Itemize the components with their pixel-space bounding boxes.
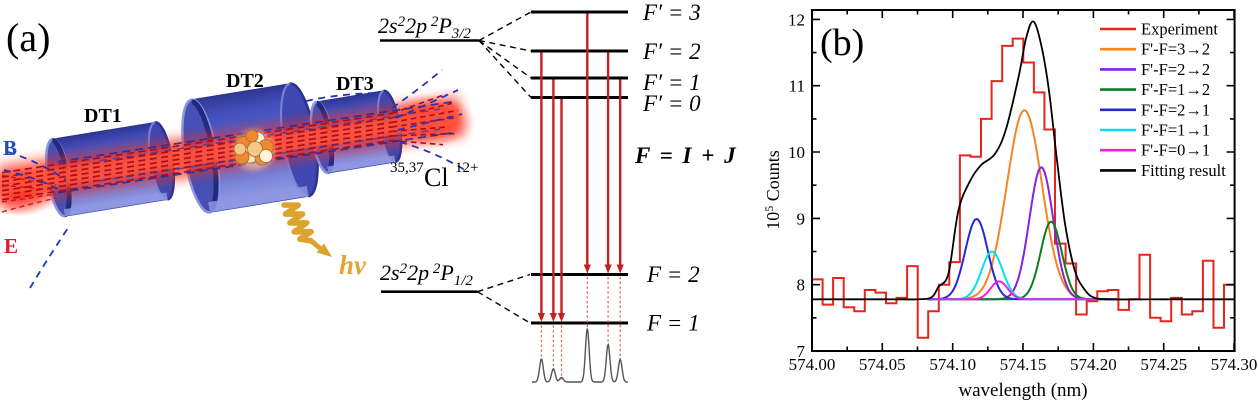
svg-text:574.00: 574.00 <box>789 355 836 374</box>
svg-text:11: 11 <box>789 77 805 96</box>
svg-text:F'-F=2→2: F'-F=2→2 <box>1141 60 1210 79</box>
svg-text:7: 7 <box>797 342 806 361</box>
svg-text:574.30: 574.30 <box>1211 355 1258 374</box>
svg-text:DT3: DT3 <box>336 73 374 95</box>
svg-text:F'-F=1→2: F'-F=1→2 <box>1141 80 1210 99</box>
svg-text:Experiment: Experiment <box>1141 20 1218 39</box>
svg-text:35,37: 35,37 <box>390 160 424 176</box>
svg-text:574.25: 574.25 <box>1140 355 1187 374</box>
svg-text:F′ = 2: F′ = 2 <box>642 39 701 64</box>
svg-text:(b): (b) <box>820 22 864 64</box>
svg-text:DT2: DT2 <box>226 70 264 92</box>
svg-text:574.15: 574.15 <box>1000 355 1047 374</box>
svg-text:F'-F=0→1: F'-F=0→1 <box>1141 141 1210 160</box>
svg-text:F'-F=1→1: F'-F=1→1 <box>1141 121 1210 140</box>
svg-text:F′ = 0: F′ = 0 <box>642 91 701 116</box>
svg-text:F'-F=3→2: F'-F=3→2 <box>1141 40 1210 59</box>
svg-text:DT1: DT1 <box>84 105 122 127</box>
svg-text:2s22p 2P1/2: 2s22p 2P1/2 <box>380 260 473 289</box>
svg-text:Cl: Cl <box>424 163 449 192</box>
svg-text:F′ = 1: F′ = 1 <box>642 70 701 95</box>
svg-text:F = I + J: F = I + J <box>634 143 738 168</box>
svg-text:574.10: 574.10 <box>929 355 976 374</box>
svg-text:F = 1: F = 1 <box>646 311 700 336</box>
svg-text:F′ = 3: F′ = 3 <box>642 0 701 25</box>
svg-text:9: 9 <box>797 209 806 228</box>
svg-text:Fitting result: Fitting result <box>1141 161 1226 180</box>
svg-text:8: 8 <box>797 276 806 295</box>
svg-text:E: E <box>4 234 18 258</box>
svg-text:F'-F=2→1: F'-F=2→1 <box>1141 100 1210 119</box>
svg-text:2s22p 2P3/2: 2s22p 2P3/2 <box>378 13 471 42</box>
svg-text:574.20: 574.20 <box>1070 355 1117 374</box>
svg-text:hν: hν <box>339 250 367 280</box>
svg-text:wavelength (nm): wavelength (nm) <box>958 380 1087 401</box>
svg-text:F = 2: F = 2 <box>646 262 700 287</box>
svg-text:B: B <box>3 136 17 160</box>
svg-text:12: 12 <box>788 10 805 29</box>
svg-text:10: 10 <box>788 143 805 162</box>
svg-text:(a): (a) <box>6 15 50 60</box>
svg-text:12+: 12+ <box>455 160 478 176</box>
svg-text:574.05: 574.05 <box>859 355 906 374</box>
svg-text:105 Counts: 105 Counts <box>762 150 783 230</box>
